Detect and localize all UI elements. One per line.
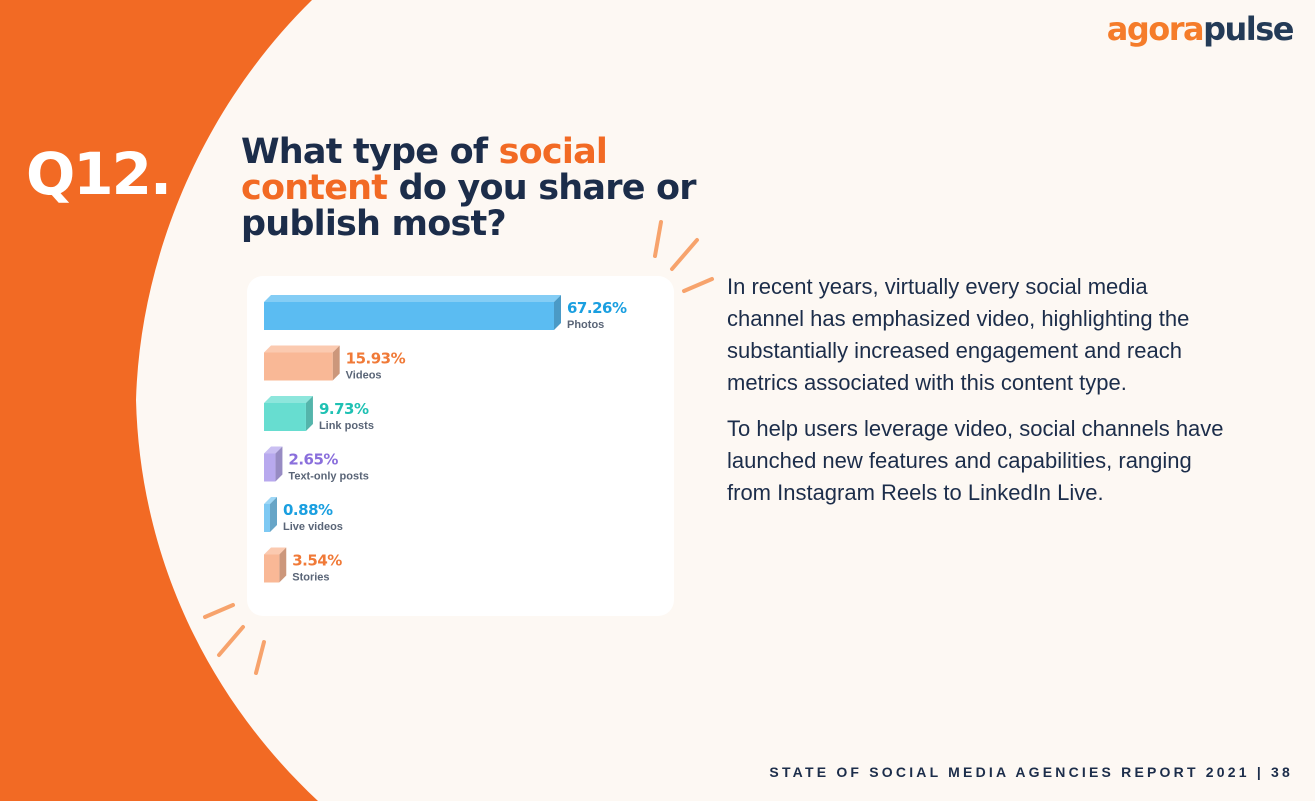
bar-side-face [270,497,277,532]
bar-front-face [264,554,280,583]
value-label-photos: 67.26% [567,299,627,317]
question-number: Q12. [26,140,172,208]
bar-top-face [264,345,340,353]
bar-stories [264,547,287,583]
chart-card: 67.26% Photos 15.93% Videos 9.73% Link posts 2… [247,276,674,616]
bar-top-face [264,497,277,504]
category-label-photos: Photos [567,319,604,331]
category-label-videos: Videos [346,370,382,382]
agorapulse-logo: agorapulse [1106,10,1295,48]
body-paragraph-1: In recent years, virtually every social … [727,274,1190,395]
title-text-2: do you share or publish most? [241,168,697,244]
bar-text-only-posts [264,446,283,482]
bar-front-face [264,504,270,532]
category-label-live-videos: Live videos [283,521,343,533]
category-label-text-only-posts: Text-only posts [288,471,368,483]
bar-front-face [264,352,333,381]
bar-front-face [264,453,276,482]
bar-videos [264,345,340,381]
bar-live-videos [264,497,277,532]
sparkle-bottom-left [203,603,266,675]
bar-photos [264,295,561,330]
value-label-text-only-posts: 2.65% [288,451,338,469]
footer-report-title: STATE OF SOCIAL MEDIA AGENCIES REPORT 20… [769,764,1293,780]
value-label-videos: 15.93% [346,350,406,368]
bar-top-face [264,396,313,403]
bar-chart: 67.26% Photos 15.93% Videos 9.73% Link posts 2… [264,295,627,584]
title-text-1: What type of [241,132,499,172]
value-label-live-videos: 0.88% [283,501,333,519]
bar-side-face [332,345,340,381]
sparkle-top-right [653,220,714,293]
bar-top-face [264,295,561,302]
bar-top-face [264,547,287,555]
bar-side-face [554,295,561,330]
bar-side-face [305,396,313,431]
category-label-link-posts: Link posts [319,420,374,432]
bar-link-posts [264,396,313,431]
orange-side-panel [0,0,318,801]
title-highlight: social content [241,132,608,208]
body-text: In recent years, virtually every social … [727,271,1227,523]
question-title: What type of social content do you share… [241,134,711,242]
bar-top-face [264,446,283,454]
value-label-link-posts: 9.73% [319,400,369,418]
bar-front-face [264,403,306,431]
bar-front-face [264,302,554,330]
value-label-stories: 3.54% [292,552,342,570]
bar-side-face [275,446,283,482]
body-paragraph-2: To help users leverage video, social cha… [727,416,1224,505]
category-label-stories: Stories [292,572,329,584]
bar-side-face [279,547,287,583]
